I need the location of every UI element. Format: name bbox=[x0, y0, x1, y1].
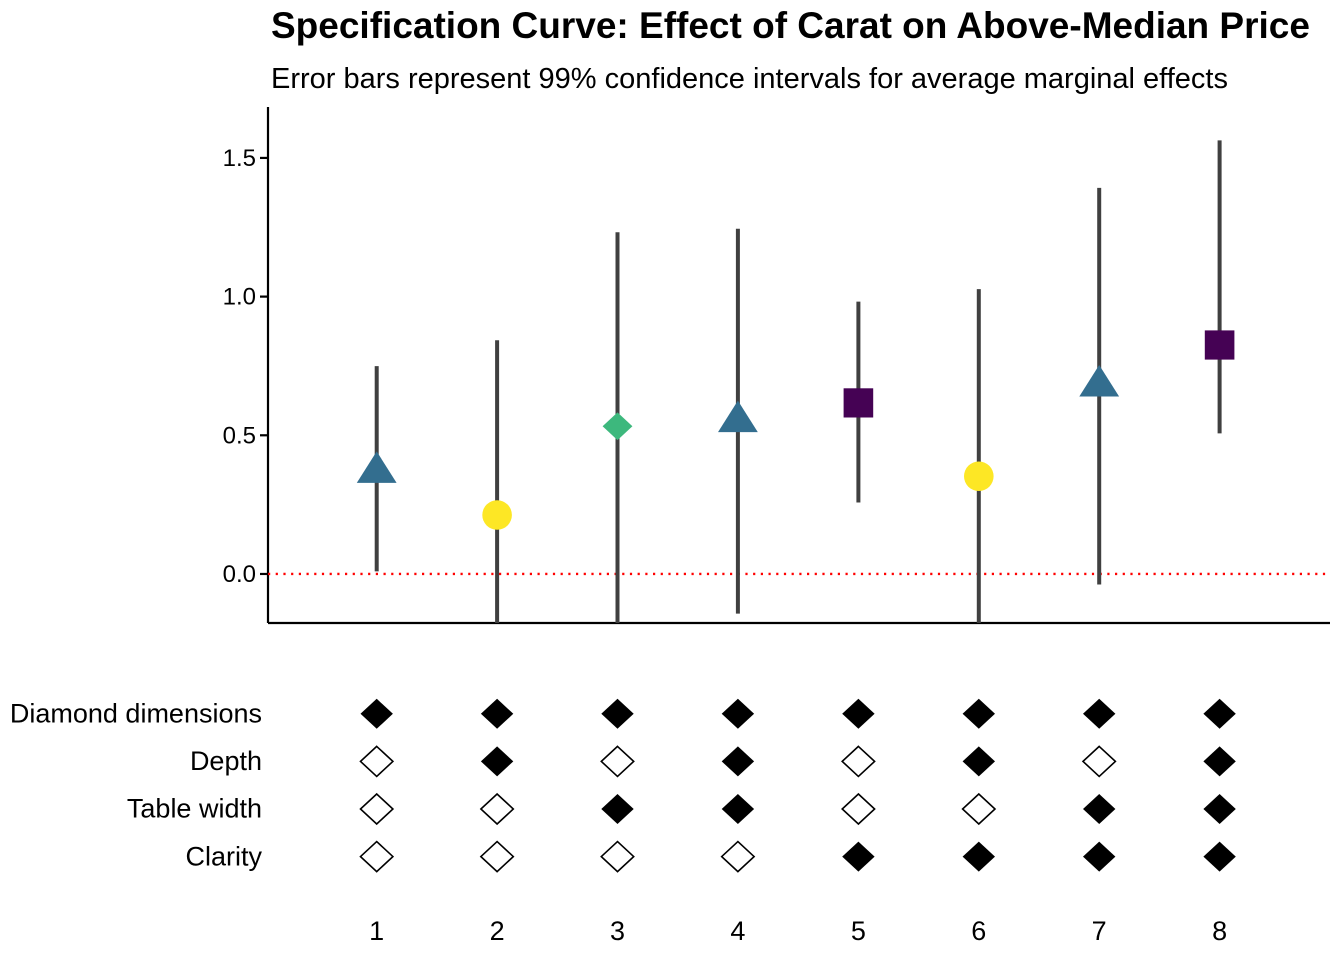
svg-text:0.5: 0.5 bbox=[223, 422, 256, 449]
svg-text:3: 3 bbox=[610, 916, 625, 946]
svg-text:0.0: 0.0 bbox=[223, 561, 256, 588]
svg-text:1: 1 bbox=[369, 916, 384, 946]
svg-text:Depth: Depth bbox=[190, 746, 262, 776]
svg-text:4: 4 bbox=[730, 916, 745, 946]
svg-text:Specification Curve: Effect of: Specification Curve: Effect of Carat on … bbox=[271, 5, 1310, 46]
svg-text:7: 7 bbox=[1092, 916, 1107, 946]
svg-text:5: 5 bbox=[851, 916, 866, 946]
svg-text:1.0: 1.0 bbox=[223, 284, 256, 311]
svg-text:Clarity: Clarity bbox=[185, 841, 262, 871]
svg-text:8: 8 bbox=[1212, 916, 1227, 946]
svg-text:2: 2 bbox=[490, 916, 505, 946]
svg-text:6: 6 bbox=[971, 916, 986, 946]
svg-text:Table width: Table width bbox=[127, 794, 262, 824]
svg-text:Diamond dimensions: Diamond dimensions bbox=[10, 699, 262, 729]
svg-text:Error bars represent 99% confi: Error bars represent 99% confidence inte… bbox=[271, 63, 1228, 95]
svg-text:1.5: 1.5 bbox=[223, 145, 256, 172]
